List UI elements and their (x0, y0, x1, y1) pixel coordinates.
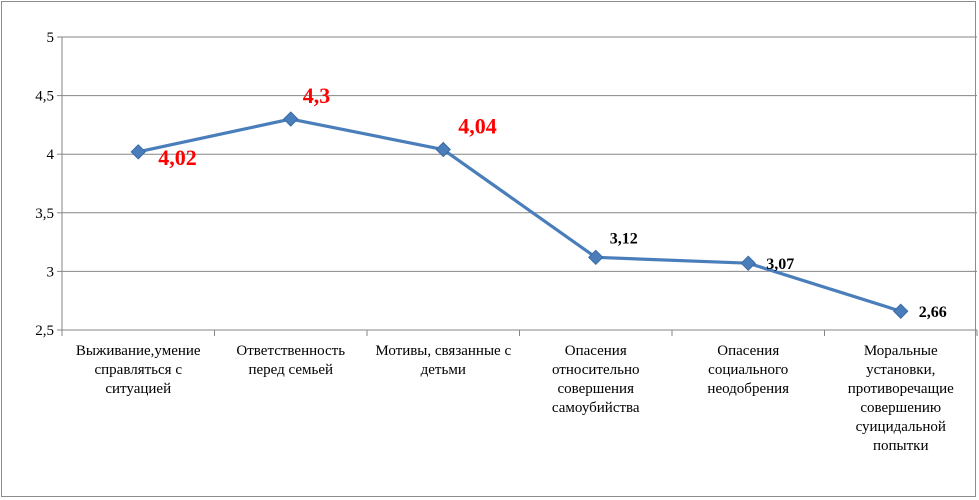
x-category-label-line: Опасения (565, 343, 627, 359)
y-tick-label: 4,5 (35, 89, 54, 105)
data-label: 4,3 (303, 83, 331, 108)
x-category-label-line: противоречащие (848, 381, 954, 397)
x-category-label-line: детьми (421, 362, 466, 378)
data-label: 3,07 (766, 256, 794, 273)
x-category-label-line: совершения (558, 381, 635, 397)
x-category-label-line: ситуацией (105, 381, 171, 397)
x-category-label-line: Ответственность (236, 343, 345, 359)
data-label: 3,12 (610, 230, 638, 247)
data-label: 4,02 (158, 145, 197, 170)
data-label: 4,04 (458, 114, 497, 139)
x-category-label-line: установки, (866, 362, 935, 378)
x-category-label: Опасения социального неодобрения (707, 343, 789, 397)
series-line (137, 117, 902, 313)
data-point-marker (130, 144, 146, 160)
x-category-label: Моральные установки, противоречащие соверше… (848, 343, 954, 454)
data-point-marker (893, 303, 909, 319)
x-category-label: Выживание,умение справляться с ситуацией (76, 343, 201, 397)
y-tick-label: 5 (47, 30, 55, 46)
x-category-label-line: социального (708, 362, 788, 378)
x-category-label-line: Мотивы, связанные с (375, 343, 511, 359)
y-tick-label: 4 (47, 147, 55, 163)
data-label: 2,66 (919, 304, 947, 321)
y-tick-label: 2,5 (35, 323, 54, 339)
y-tick-label: 3 (47, 264, 55, 280)
x-category-label-line: суицидальной (856, 419, 946, 435)
data-point-marker (435, 141, 451, 158)
data-point-marker (740, 255, 756, 271)
y-tick-label: 3,5 (35, 206, 54, 222)
x-category-label-line: Опасения (717, 343, 779, 359)
x-category-label-line: относительно (552, 362, 640, 378)
x-category-label: Ответственность перед семьей (236, 343, 345, 378)
data-point-marker (283, 111, 299, 127)
x-category-label: Опасения относительно совершения самоубийст… (552, 343, 640, 416)
x-category-label-line: самоубийства (552, 400, 640, 416)
x-category-label-line: Выживание,умение (76, 343, 201, 359)
data-point-marker (588, 249, 604, 266)
x-category-label-line: совершению (860, 400, 941, 416)
x-category-label-line: перед семьей (248, 362, 333, 378)
x-category-label-line: попытки (873, 438, 929, 454)
x-category-label-line: справляться с (95, 362, 183, 378)
x-category-label-line: Моральные (864, 343, 938, 359)
x-category-label: Мотивы, связанные с детьми (375, 343, 511, 378)
x-category-label-line: неодобрения (707, 381, 789, 397)
